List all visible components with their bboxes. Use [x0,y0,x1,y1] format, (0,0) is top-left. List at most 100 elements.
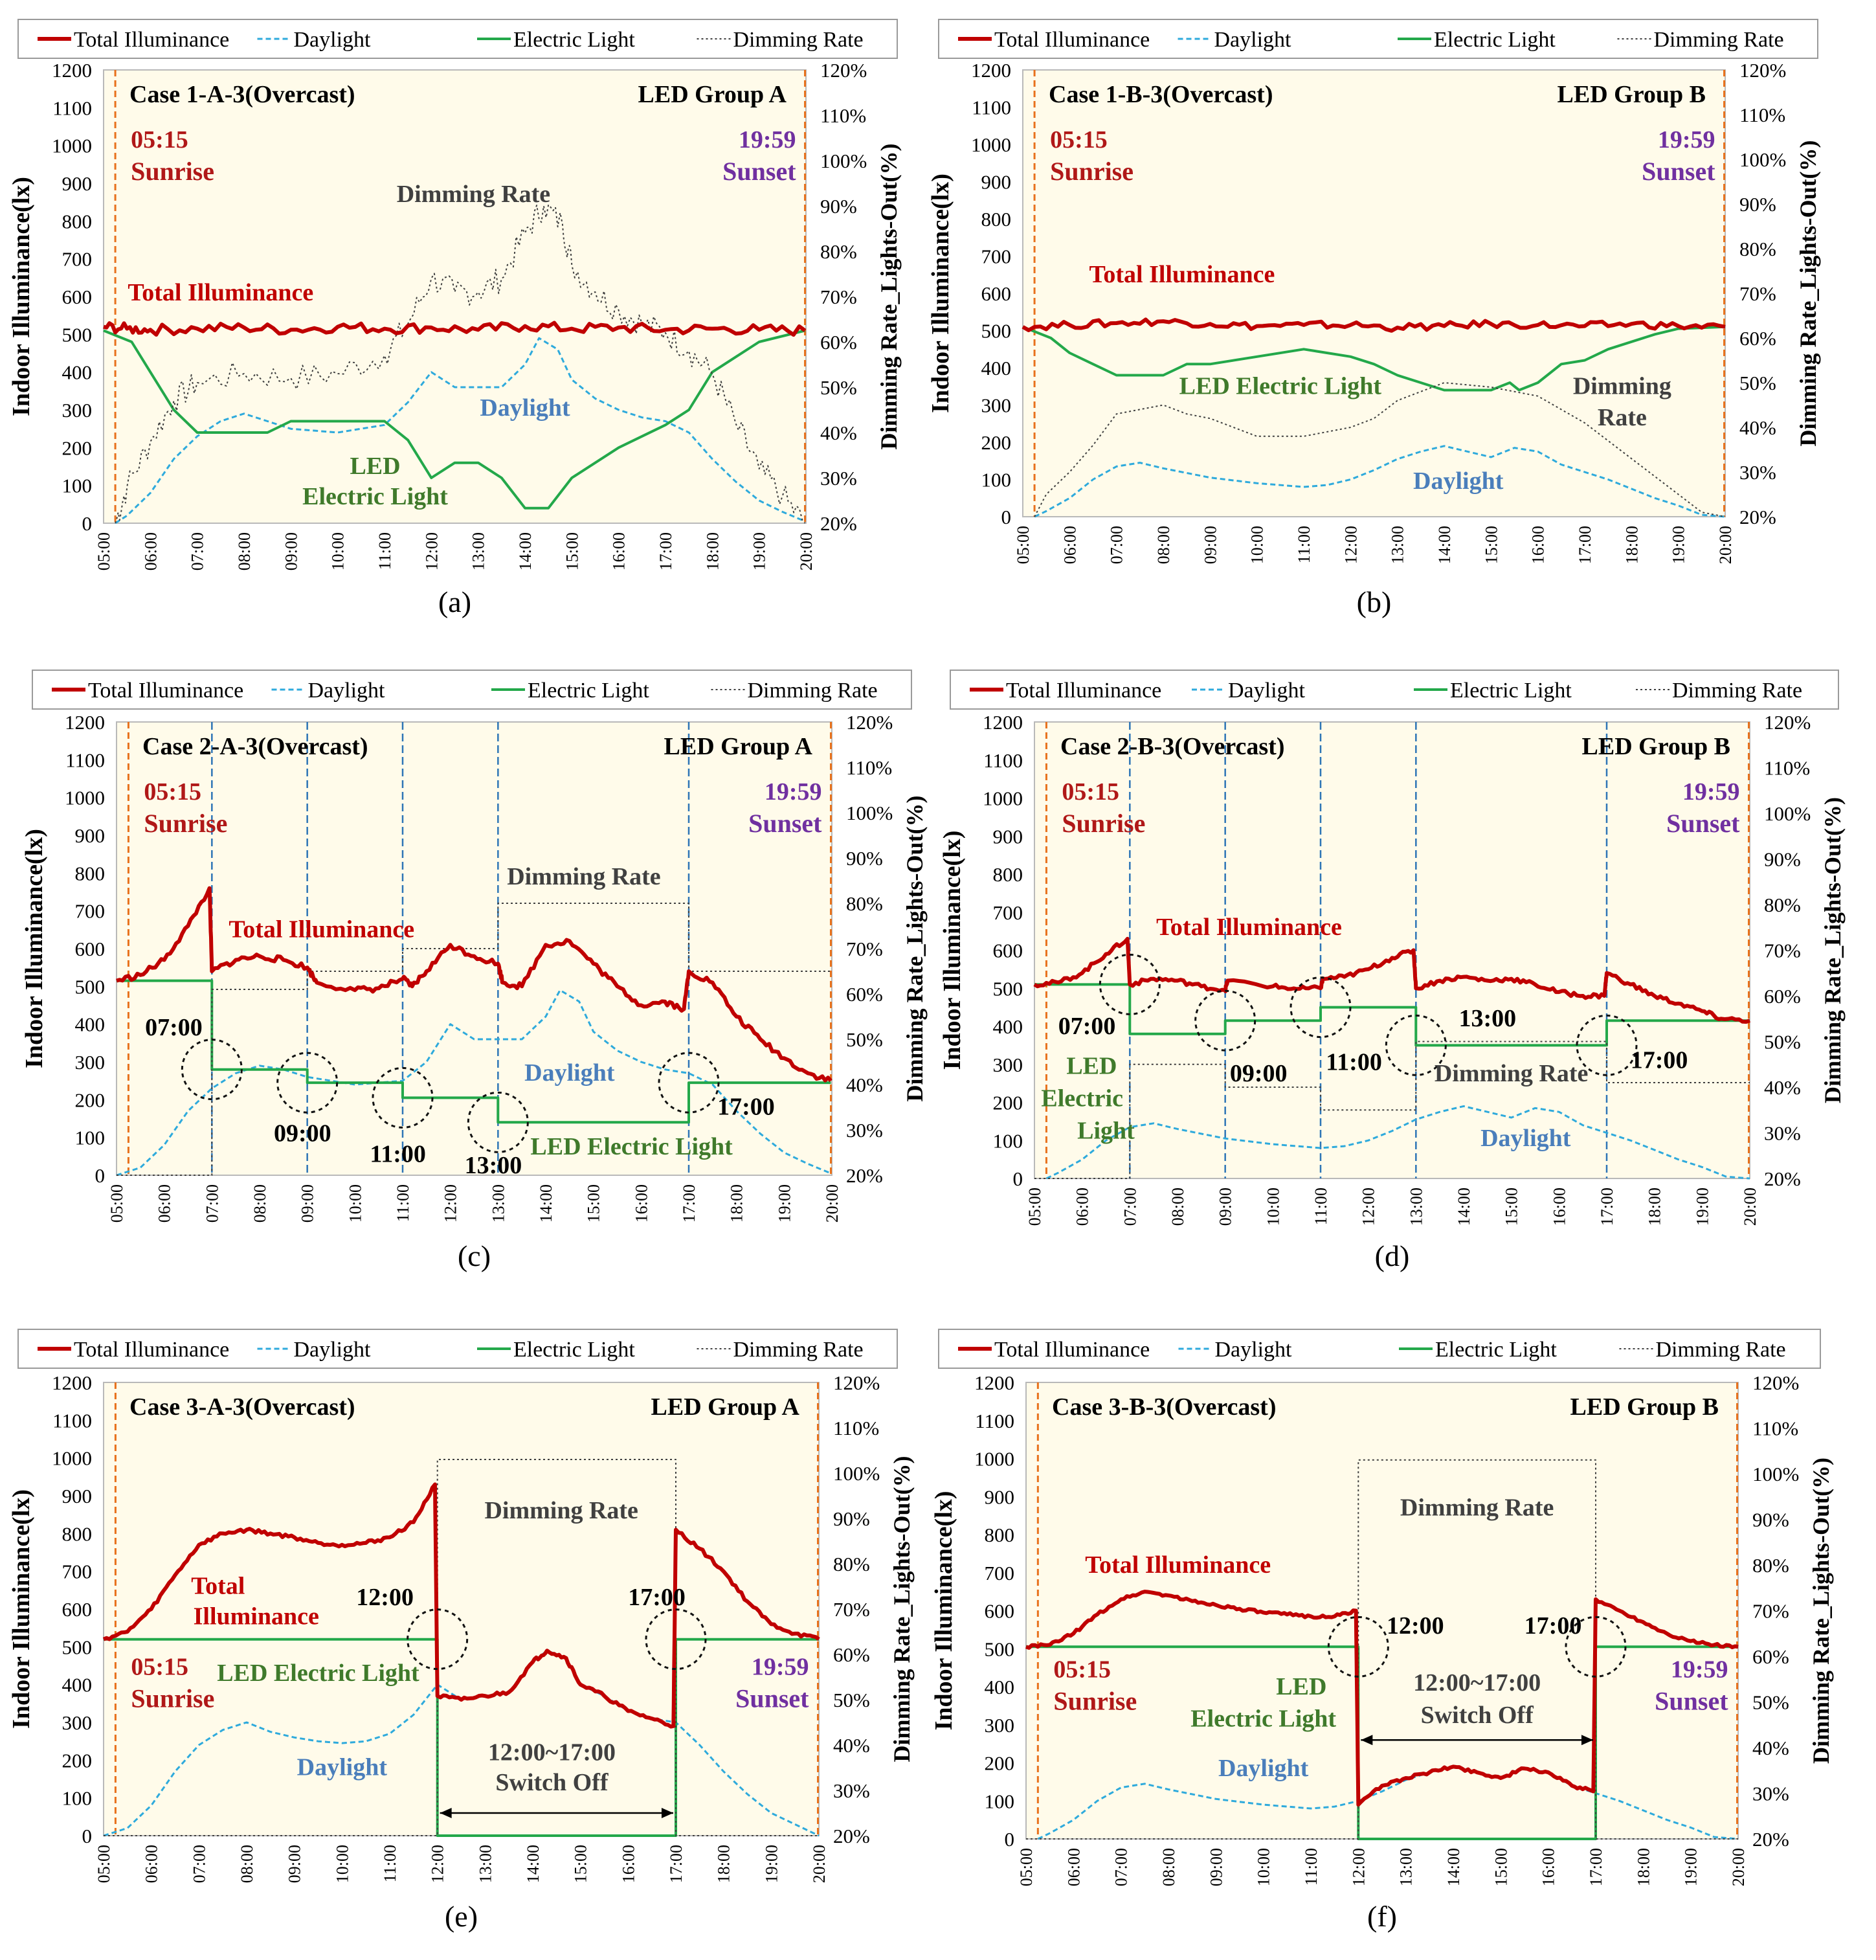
series-total-illuminance [1025,1590,1739,1807]
annotation: Electric Light [302,483,448,510]
x-tick-label: 19:00 [750,532,769,570]
x-tick-label: 16:00 [610,532,629,570]
panel-caption: (f) [1367,1900,1397,1933]
y-tick-label: 600 [985,1600,1015,1623]
time-label: 11:00 [370,1141,426,1168]
x-tick-label: 08:00 [251,1184,269,1222]
y2-tick-label: 70% [1764,940,1801,962]
annotation: Total [191,1573,245,1600]
y-tick-label: 1100 [983,749,1023,772]
arrow-head-left [1361,1735,1373,1746]
annotation: Dimming Rate [1400,1494,1554,1522]
y-tick-label: 0 [1013,1167,1023,1190]
y2-tick-label: 80% [820,240,857,263]
x-tick-label: 12:00 [1341,526,1360,564]
annotation: Total Illuminance [1089,261,1275,288]
y-tick-label: 500 [75,975,106,998]
x-tick-label: 19:00 [1669,526,1688,564]
sunrise-time: 05:15 [131,126,188,153]
y2-tick-label: 30% [833,1779,870,1802]
legend-box [938,1329,1821,1369]
x-tick-label: 05:00 [95,532,113,570]
y-tick-label: 1200 [52,1371,92,1394]
x-tick-label: 12:00 [441,1184,460,1222]
y2-tick-label: 90% [1764,848,1801,871]
time-label: 17:00 [628,1584,686,1611]
sunrise-time: 05:15 [1050,126,1108,153]
panel-group: LED Group B [1558,81,1706,108]
y-tick-label: 900 [75,824,106,847]
time-label: 17:00 [1631,1047,1688,1074]
y-tick-label: 300 [62,1711,93,1734]
annotation: LED [1066,1052,1117,1079]
y2-tick-label: 60% [846,983,883,1006]
y-axis-title: Indoor Illuminance(lx) [939,831,966,1070]
y2-tick-label: 40% [820,422,857,444]
panel-group: LED Group A [664,733,813,760]
chart-panel-1: Total Illuminance Daylight Electric Light D… [8,19,902,618]
sunrise-time: 05:15 [144,778,201,805]
annotation: Total Illuminance [128,279,313,306]
y-tick-label: 1100 [52,96,92,119]
legend-label-daylight: Daylight [294,28,372,52]
x-tick-label: 06:00 [142,1845,161,1883]
series-dimming-rate [104,1459,819,1836]
y-tick-label: 800 [993,863,1023,886]
annotation: LED Electric Light [217,1660,419,1687]
x-tick-label: 05:00 [95,1845,113,1883]
y2-tick-label: 70% [833,1598,870,1621]
annotation: Dimming Rate [507,863,660,890]
y2-tick-label: 90% [833,1507,870,1530]
y-tick-label: 0 [1005,1828,1015,1851]
y2-tick-label: 20% [1752,1828,1789,1851]
annotation: Daylight [1480,1125,1571,1152]
annotation: LED [350,453,400,480]
x-tick-label: 18:00 [728,1184,746,1222]
x-tick-label: 18:00 [703,532,722,570]
y-tick-label: 300 [985,1714,1015,1737]
y-tick-label: 500 [62,1636,93,1658]
x-tick-label: 13:00 [1407,1188,1425,1226]
panel-caption: (c) [458,1239,491,1272]
x-tick-label: 14:00 [516,532,535,570]
panel-title: Case 2-B-3(Overcast) [1060,733,1284,760]
y-tick-label: 0 [82,1825,93,1847]
y2-tick-label: 100% [1739,148,1786,171]
x-tick-label: 19:00 [1682,1848,1701,1886]
x-tick-label: 11:00 [381,1845,399,1882]
y-tick-label: 600 [993,940,1023,962]
y2-tick-label: 100% [1752,1463,1799,1485]
legend-label-electric: Electric Light [528,679,649,703]
y-tick-label: 900 [981,171,1012,194]
x-tick-label: 07:00 [1121,1188,1139,1226]
time-label: 13:00 [465,1152,522,1179]
x-tick-label: 05:00 [1014,526,1033,564]
x-tick-label: 11:00 [1302,1848,1321,1886]
y2-tick-label: 90% [1752,1509,1789,1531]
x-tick-label: 10:00 [333,1845,352,1883]
panel-title: Case 2-A-3(Overcast) [142,733,368,760]
y2-tick-label: 110% [820,104,866,127]
time-label: 11:00 [1326,1049,1382,1076]
arrow-head-right [662,1808,673,1818]
y2-tick-label: 110% [846,756,892,779]
series-dimming-rate [1034,382,1726,517]
y2-tick-label: 120% [1764,711,1811,734]
y2-axis-title: Dimming Rate_Lights-Out(%) [1820,797,1846,1103]
annotation: Switch Off [1421,1702,1535,1729]
plot-area [1022,69,1726,517]
y2-tick-label: 120% [833,1371,880,1394]
y-tick-label: 400 [75,1013,106,1036]
y-tick-label: 900 [62,1485,93,1507]
y2-tick-label: 110% [1764,757,1810,780]
x-tick-label: 18:00 [1634,1848,1653,1886]
y2-tick-label: 70% [820,286,857,308]
y2-tick-label: 20% [1739,506,1776,528]
y2-tick-label: 50% [846,1028,883,1051]
x-tick-label: 11:00 [375,532,394,570]
x-tick-label: 15:00 [585,1184,603,1222]
sunset-time: 19:59 [739,126,796,153]
y2-tick-label: 50% [1739,372,1776,394]
y-tick-label: 400 [62,361,93,384]
annotation: Illuminance [194,1603,319,1630]
